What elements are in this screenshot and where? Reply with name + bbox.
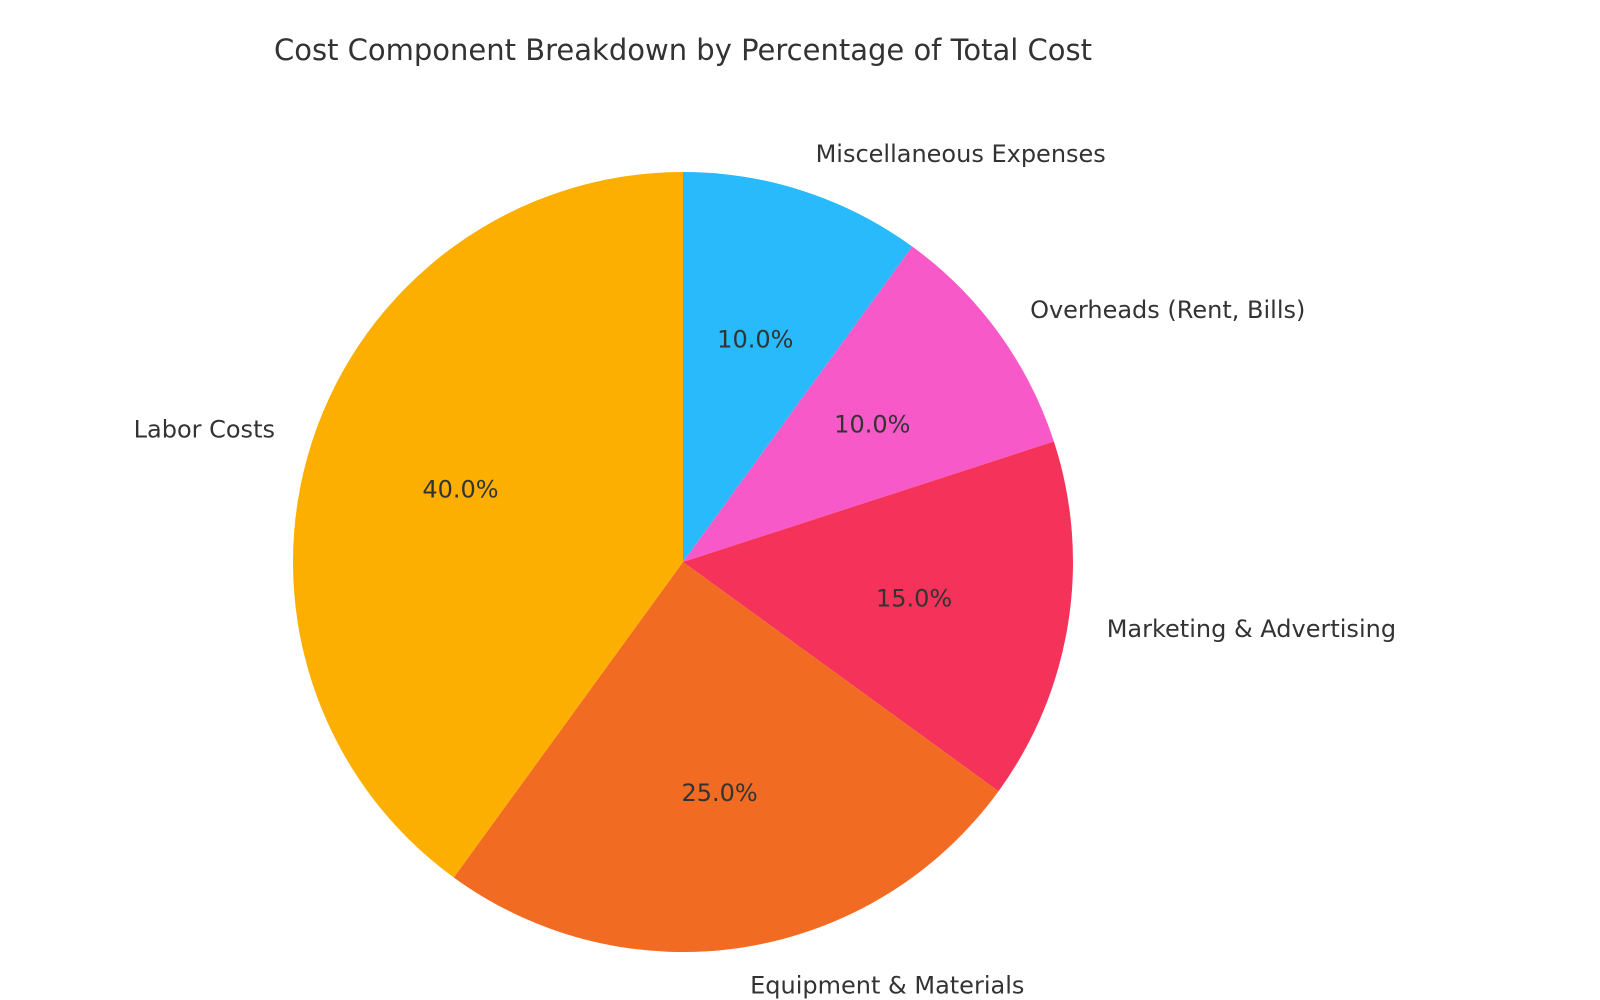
pie-slice-marketing-advertising (683, 441, 1073, 792)
pie-slices (293, 172, 1073, 952)
pct-label-labor-costs: 40.0% (422, 476, 498, 504)
pie-labels: Miscellaneous Expenses 10.0% Overheads (Re… (134, 140, 1396, 1000)
slice-label-equipment-materials: Equipment & Materials (750, 972, 1024, 1000)
pct-label-overheads-rent-bills: 10.0% (834, 410, 910, 438)
slice-label-marketing-advertising: Marketing & Advertising (1107, 615, 1396, 643)
pie-slice-overheads-rent-bills (683, 246, 1054, 562)
pie-slice-equipment-materials (453, 562, 999, 952)
slice-label-miscellaneous-expenses: Miscellaneous Expenses (816, 140, 1106, 168)
pct-label-marketing-advertising: 15.0% (876, 585, 952, 613)
slice-label-labor-costs: Labor Costs (134, 415, 275, 443)
pct-label-equipment-materials: 25.0% (681, 779, 757, 807)
pie-slice-miscellaneous-expenses (683, 172, 913, 562)
pie-slice-labor-costs (293, 172, 683, 878)
chart-title: Cost Component Breakdown by Percentage o… (274, 33, 1092, 67)
slice-label-overheads-rent-bills: Overheads (Rent, Bills) (1030, 296, 1305, 324)
pct-label-miscellaneous-expenses: 10.0% (717, 325, 793, 353)
